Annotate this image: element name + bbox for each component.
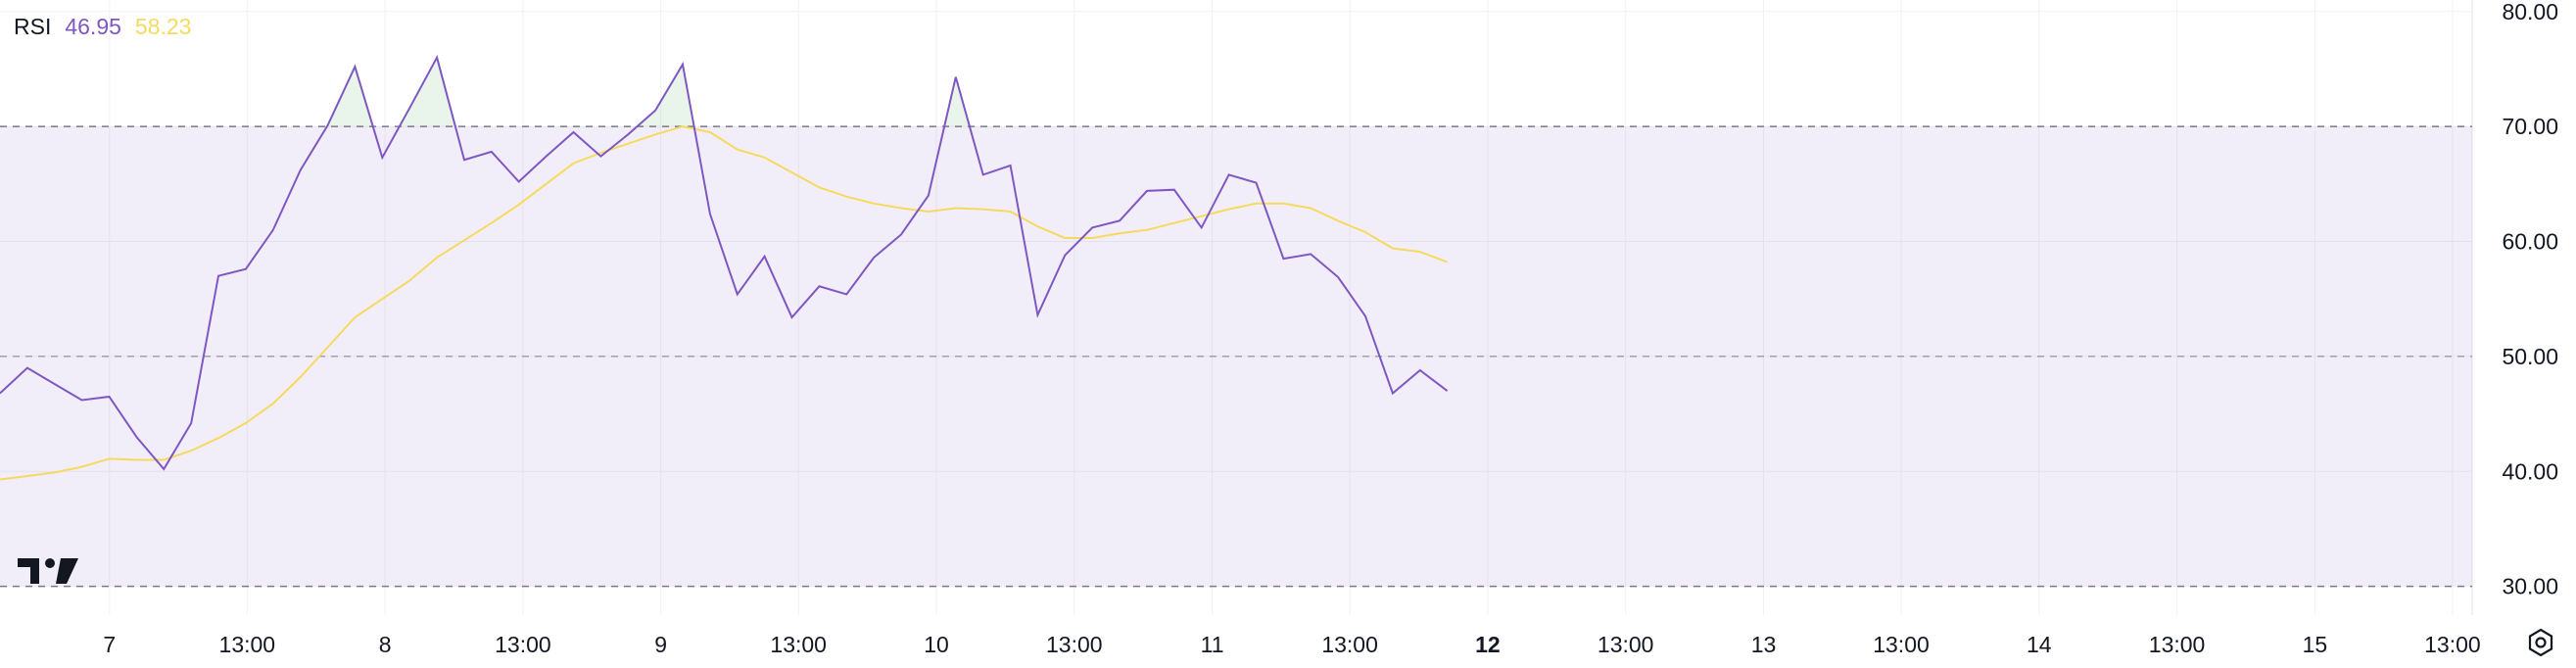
tradingview-logo-icon[interactable] bbox=[18, 555, 80, 592]
x-axis: 7 13:00 8 13:00 9 13:00 10 13:00 11 13:00 12 13:00 1… bbox=[103, 632, 2480, 657]
x-tick-label: 13:00 bbox=[2149, 632, 2206, 657]
y-tick-label: 40.00 bbox=[2502, 458, 2558, 484]
x-tick-label: 9 bbox=[654, 632, 667, 657]
x-tick-label: 13:00 bbox=[1873, 632, 1930, 657]
overbought-area bbox=[637, 64, 694, 127]
x-tick-label: 13:00 bbox=[219, 632, 276, 657]
x-tick-label: 12 bbox=[1475, 632, 1501, 657]
rsi-series-line bbox=[0, 55, 1449, 471]
x-tick-label: 13:00 bbox=[495, 632, 551, 657]
x-tick-label: 13:00 bbox=[1046, 632, 1103, 657]
x-tick-label: 10 bbox=[924, 632, 949, 657]
x-tick-label: 13:00 bbox=[1598, 632, 1654, 657]
y-tick-label: 30.00 bbox=[2502, 574, 2558, 599]
x-tick-label: 14 bbox=[2027, 632, 2052, 657]
overbought-area bbox=[944, 76, 970, 127]
y-tick-label: 70.00 bbox=[2502, 114, 2558, 139]
x-tick-label: 13:00 bbox=[2424, 632, 2481, 657]
chart-legend: RSI 46.95 58.23 bbox=[14, 14, 191, 40]
legend-indicator-name: RSI bbox=[14, 14, 52, 39]
x-tick-label: 15 bbox=[2303, 632, 2328, 657]
x-tick-label: 7 bbox=[103, 632, 116, 657]
x-tick-label: 11 bbox=[1201, 632, 1224, 657]
x-tick-label: 8 bbox=[379, 632, 392, 657]
overbought-area bbox=[326, 67, 373, 127]
x-tick-label: 13:00 bbox=[1321, 632, 1378, 657]
legend-ma-value: 58.23 bbox=[134, 14, 192, 39]
band-lines bbox=[0, 125, 2472, 588]
x-tick-label: 13:00 bbox=[770, 632, 827, 657]
y-axis: 80.00 70.00 60.00 50.00 40.00 30.00 bbox=[2502, 0, 2558, 599]
settings-gear-icon[interactable] bbox=[2525, 627, 2556, 663]
y-tick-label: 80.00 bbox=[2502, 0, 2558, 24]
x-tick-label: 13 bbox=[1751, 632, 1777, 657]
y-tick-label: 60.00 bbox=[2502, 229, 2558, 255]
ma-series-line bbox=[0, 125, 1448, 481]
legend-rsi-value: 46.95 bbox=[65, 14, 121, 39]
y-tick-label: 50.00 bbox=[2502, 344, 2558, 369]
